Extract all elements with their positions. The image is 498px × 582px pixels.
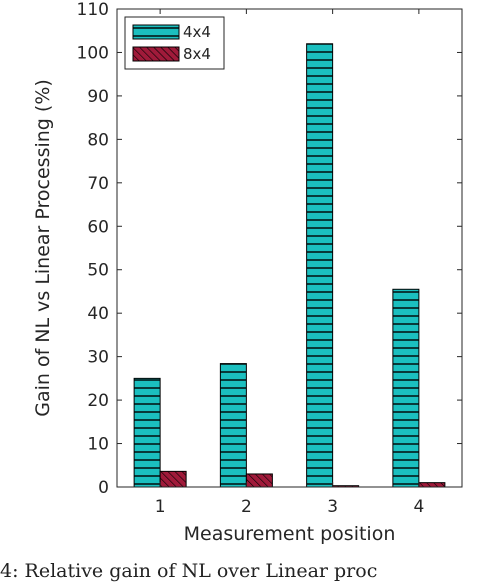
bar-4x4-pos-2 <box>219 363 247 488</box>
y-tick-label-10: 10 <box>87 435 109 455</box>
legend-swatch-4x4 <box>132 24 180 40</box>
y-tick-label-90: 90 <box>87 87 109 107</box>
y-tick-label-70: 70 <box>87 174 109 194</box>
y-tick-label-100: 100 <box>77 43 109 63</box>
legend-label-4x4: 4x4 <box>183 23 211 41</box>
y-tick-label-0: 0 <box>98 478 109 498</box>
y-tick-label-80: 80 <box>87 130 109 150</box>
y-tick-label-60: 60 <box>87 217 109 237</box>
bar-4x4-pos-4 <box>392 288 420 488</box>
x-tick-label-1: 1 <box>155 497 166 517</box>
y-tick-label-110: 110 <box>77 0 109 20</box>
plot-frame <box>116 8 463 488</box>
x-axis-label: Measurement position <box>184 523 396 545</box>
bar-4x4-pos-1 <box>133 377 161 488</box>
y-tick-label-50: 50 <box>87 261 109 281</box>
bar-8x4-pos-2 <box>245 473 273 488</box>
legend-swatch-8x4 <box>132 46 180 62</box>
y-tick-label-30: 30 <box>87 348 109 368</box>
legend-label-8x4: 8x4 <box>183 45 211 63</box>
y-axis-label: Gain of NL vs Linear Processing (%) <box>32 79 54 417</box>
figure-caption: 4: Relative gain of NL over Linear proc <box>0 560 378 582</box>
x-tick-label-2: 2 <box>241 497 252 517</box>
x-tick-label-4: 4 <box>413 497 424 517</box>
y-tick-label-20: 20 <box>87 391 109 411</box>
y-tick-label-40: 40 <box>87 304 109 324</box>
bar-4x4-pos-3 <box>306 43 334 488</box>
bar-8x4-pos-4 <box>418 482 446 488</box>
x-tick-label-3: 3 <box>327 497 338 517</box>
bar-chart: 0 10 20 30 40 50 60 70 80 90 100 110 1 2 3 4 4x4 8x4 Gain… <box>32 0 463 545</box>
bar-8x4-pos-1 <box>159 470 187 488</box>
